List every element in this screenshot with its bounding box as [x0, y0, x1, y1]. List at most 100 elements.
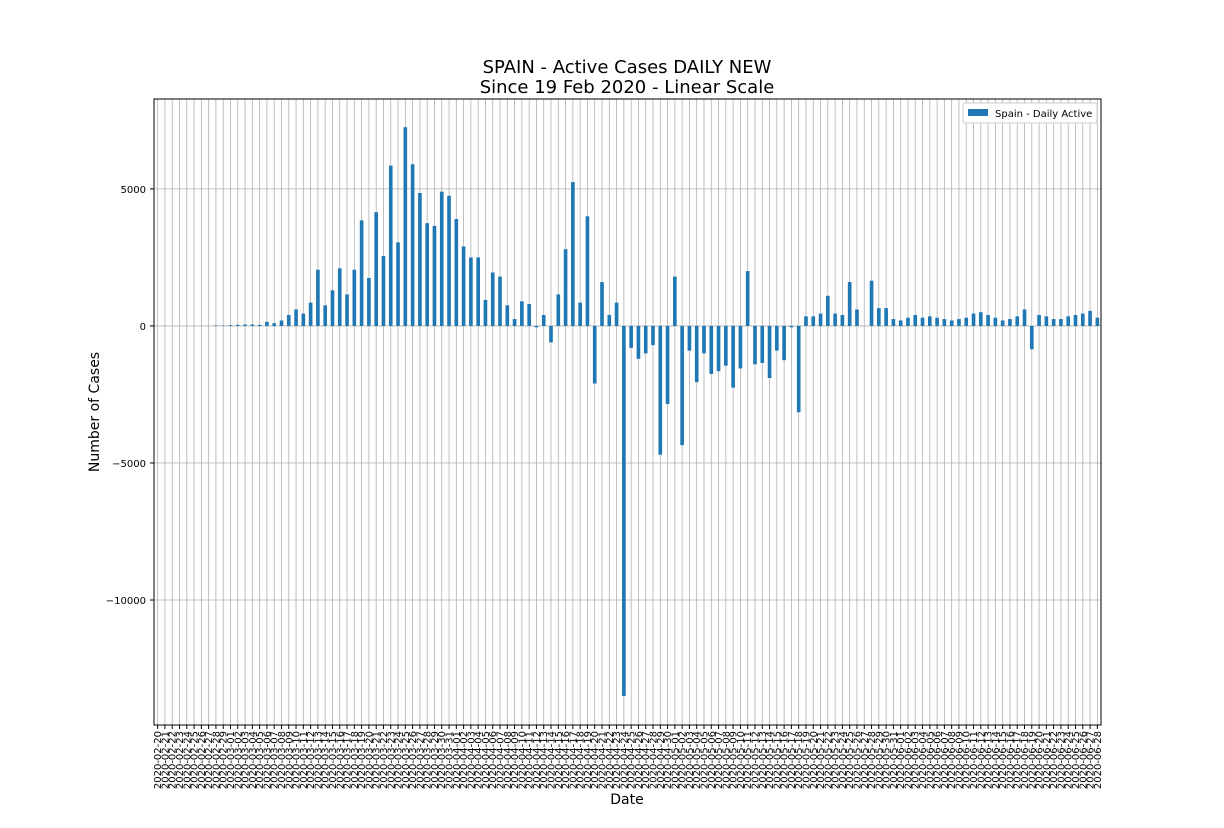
x-tick-label: 2020-06-16 — [1005, 731, 1016, 789]
x-tick-label: 2020-03-31 — [445, 731, 456, 789]
x-tick-label: 2020-02-25 — [190, 731, 201, 789]
y-tick-label: −5000 — [112, 459, 146, 470]
bar — [673, 276, 677, 326]
x-tick-label: 2020-04-23 — [612, 731, 623, 789]
x-tick-label: 2020-06-21 — [1042, 731, 1053, 789]
bar — [228, 325, 233, 326]
x-tick-label: 2020-03-06 — [262, 731, 273, 789]
bar — [833, 313, 837, 326]
x-tick-label: 2020-04-11 — [525, 731, 536, 789]
x-tick-label: 2020-04-07 — [496, 731, 507, 789]
bar — [592, 325, 597, 384]
x-tick-label: 2020-05-30 — [882, 731, 893, 789]
x-tick-label: 2020-06-03 — [911, 731, 922, 789]
bar — [1059, 319, 1063, 326]
x-tick-label: 2020-03-01 — [226, 731, 237, 789]
x-tick-label: 2020-05-16 — [780, 731, 791, 789]
x-tick-label: 2020-04-17 — [568, 731, 579, 789]
x-tick-label: 2020-02-28 — [211, 731, 222, 789]
x-tick-label: 2020-05-21 — [816, 731, 827, 789]
bar — [949, 320, 954, 326]
x-tick-label: 2020-04-13 — [539, 731, 550, 789]
x-tick-label: 2020-03-03 — [241, 731, 252, 789]
bar — [804, 316, 808, 326]
bar — [869, 280, 874, 326]
x-tick-label: 2020-02-21 — [160, 731, 171, 789]
bar — [760, 325, 765, 363]
y-axis-label: Number of Cases — [87, 352, 103, 472]
y-tick-label: −10000 — [106, 596, 146, 607]
x-tick-label: 2020-03-23 — [386, 731, 397, 789]
x-tick-label: 2020-05-29 — [874, 731, 885, 789]
bar — [505, 305, 510, 326]
chart-subtitle: Since 19 Feb 2020 - Linear Scale — [480, 77, 775, 98]
bar — [512, 319, 517, 326]
x-tick-label: 2020-05-31 — [889, 731, 900, 789]
x-tick-label: 2020-02-27 — [204, 731, 215, 789]
bar — [629, 325, 633, 348]
bar — [826, 295, 830, 326]
bar — [913, 314, 918, 326]
x-tick-label: 2020-06-11 — [969, 731, 980, 789]
x-tick-label: 2020-06-27 — [1086, 731, 1097, 789]
bar — [1066, 316, 1071, 326]
bar — [578, 302, 582, 326]
bar — [556, 294, 561, 326]
bar — [753, 325, 757, 365]
x-tick-label: 2020-06-10 — [962, 731, 973, 789]
bar — [563, 249, 568, 326]
x-tick-label: 2020-06-19 — [1027, 731, 1038, 789]
bar — [651, 325, 655, 346]
bar — [600, 282, 604, 326]
x-tick-label: 2020-03-13 — [313, 731, 324, 789]
bar — [680, 325, 684, 446]
x-tick-label: 2020-05-07 — [714, 731, 725, 789]
x-tick-label: 2020-06-17 — [1013, 731, 1024, 789]
bar — [724, 325, 728, 366]
x-tick-label: 2020-04-06 — [488, 731, 499, 789]
bar — [767, 325, 772, 379]
x-tick-label: 2020-05-15 — [772, 731, 783, 789]
bar — [571, 182, 575, 326]
bar — [541, 314, 546, 326]
x-tick-label: 2020-04-08 — [503, 731, 514, 789]
bar — [257, 324, 262, 326]
bar — [1051, 319, 1056, 326]
x-tick-label: 2020-04-22 — [605, 731, 616, 789]
x-tick-label: 2020-06-20 — [1035, 731, 1046, 789]
x-tick-label: 2020-04-01 — [452, 731, 463, 789]
x-tick-label: 2020-03-21 — [372, 731, 383, 789]
bar — [483, 299, 488, 326]
x-tick-label: 2020-04-10 — [517, 731, 528, 789]
x-tick-label: 2020-03-16 — [335, 731, 346, 789]
plot-frame — [153, 98, 1102, 726]
x-tick-label: 2020-06-13 — [984, 731, 995, 789]
bar — [607, 314, 612, 326]
bar — [286, 314, 291, 326]
bar — [337, 268, 342, 326]
x-tick-label: 2020-03-05 — [255, 731, 266, 789]
x-tick-label: 2020-04-14 — [547, 731, 558, 789]
x-tick-label: 2020-03-08 — [277, 731, 288, 789]
bar — [855, 309, 859, 326]
bar — [294, 309, 298, 326]
bar — [1037, 314, 1041, 326]
bar — [906, 317, 910, 326]
x-tick-label: 2020-04-26 — [634, 731, 645, 789]
x-tick-label: 2020-05-10 — [736, 731, 747, 789]
x-tick-label: 2020-03-10 — [292, 731, 303, 789]
bar — [534, 325, 539, 328]
bar — [738, 325, 743, 369]
bar — [1080, 313, 1085, 326]
bar — [476, 257, 480, 326]
x-tick-label: 2020-05-26 — [852, 731, 863, 789]
bar — [235, 324, 240, 326]
x-tick-label: 2020-04-20 — [590, 731, 601, 789]
x-tick-label: 2020-06-01 — [896, 731, 907, 789]
bar — [1015, 316, 1020, 326]
bar — [1029, 325, 1034, 350]
bar — [658, 325, 663, 455]
bar — [920, 317, 925, 326]
bar — [1088, 310, 1092, 326]
bar — [520, 301, 524, 326]
